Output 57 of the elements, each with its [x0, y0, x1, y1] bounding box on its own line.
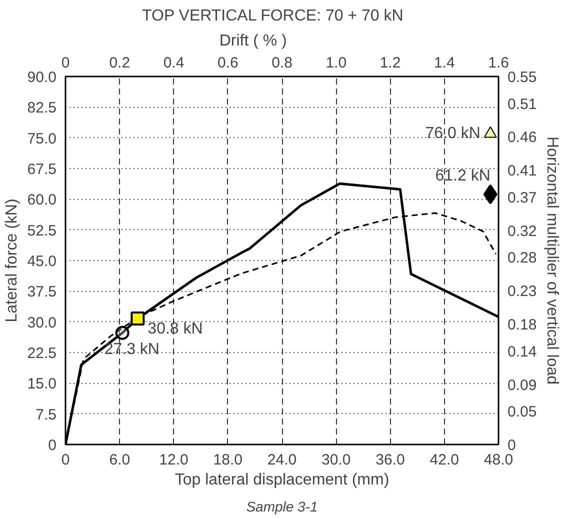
x-tick-label: 0	[61, 452, 70, 468]
y2-tick-label: 0.28	[508, 250, 537, 267]
x2-tick-label: 0	[61, 54, 70, 72]
y2-tick-label: 0	[508, 437, 516, 454]
x2-tick-label: 0.2	[109, 54, 130, 72]
point	[483, 184, 498, 204]
y-axis-title: Lateral force (kN)	[3, 198, 20, 322]
y2-tick-label: 0.14	[508, 343, 537, 360]
y-tick-label: 52.5	[27, 222, 57, 240]
point	[484, 126, 497, 138]
x2-tick-label: 1.4	[434, 54, 455, 72]
x2-axis-title: Drift ( % )	[219, 32, 287, 50]
x-tick-label: 42.0	[430, 452, 459, 468]
y2-tick-label: 0.41	[508, 162, 537, 180]
chart-title: TOP VERTICAL FORCE: 70 + 70 kN	[142, 8, 404, 24]
y2-tick-label: 0.32	[508, 222, 537, 240]
annotation: 30.8 kN	[148, 320, 203, 338]
y-tick-label: 75.0	[27, 130, 57, 148]
x-tick-label: 24.0	[267, 452, 297, 468]
x-tick-label: 18.0	[213, 452, 242, 468]
x-axis-title: Top lateral displacement (mm)	[174, 472, 390, 488]
y2-tick-label: 0.18	[508, 316, 537, 334]
y2-axis-title: Horizontal multiplier of vertical load	[544, 136, 561, 385]
x-tick-label: 6.0	[109, 452, 130, 468]
x2-tick-label: 0.4	[163, 54, 184, 72]
y2-tick-label: 0.46	[508, 129, 537, 146]
x-tick-label: 48.0	[484, 452, 514, 468]
y-tick-label: 0	[48, 437, 56, 454]
x-tick-label: 36.0	[376, 452, 405, 468]
point	[130, 312, 145, 326]
y2-tick-label: 0.23	[508, 283, 537, 300]
x2-tick-label: 0.8	[272, 54, 292, 72]
y2-tick-label: 0.51	[508, 96, 537, 113]
annotation: 76.0 kN	[425, 125, 480, 142]
y-tick-label: 67.5	[27, 161, 57, 178]
y-tick-label: 82.5	[27, 100, 57, 117]
y-tick-label: 15.0	[27, 376, 57, 393]
y2-tick-label: 0.37	[508, 189, 537, 206]
x-tick-label: 30.0	[322, 452, 351, 468]
y-tick-label: 90.0	[27, 69, 57, 86]
x2-tick-label: 1.2	[380, 54, 401, 72]
y2-tick-label: 0.09	[508, 376, 537, 394]
y2-tick-label: 0.05	[508, 404, 537, 421]
y-tick-label: 30.0	[27, 314, 57, 332]
point	[115, 326, 130, 340]
y2-tick-label: 0.55	[508, 69, 537, 86]
x2-tick-label: 1.6	[488, 54, 509, 72]
x2-tick-label: 0.6	[217, 54, 238, 72]
y-tick-label: 37.5	[27, 284, 57, 301]
annotation: 61.2 kN	[435, 167, 490, 184]
x2-tick-label: 1.0	[326, 54, 347, 72]
x-tick-label: 12.0	[159, 452, 188, 468]
y-tick-label: 22.5	[27, 345, 57, 362]
y-tick-label: 7.5	[36, 406, 57, 424]
y-tick-label: 45.0	[27, 253, 57, 270]
y-tick-label: 60.0	[27, 192, 57, 209]
text: Sample 3-1	[246, 498, 318, 514]
